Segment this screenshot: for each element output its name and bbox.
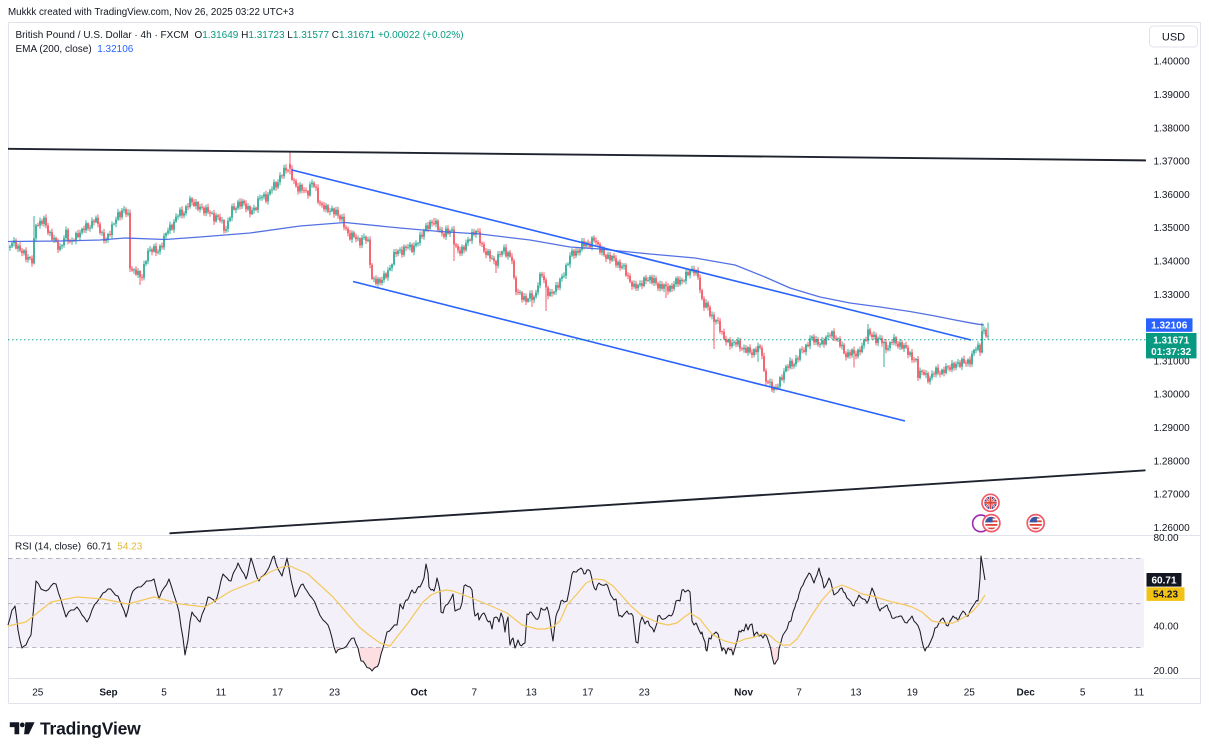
svg-text:1.39000: 1.39000 (1154, 90, 1191, 101)
svg-text:1.34000: 1.34000 (1154, 257, 1191, 268)
svg-text:Nov: Nov (734, 688, 753, 699)
svg-text:17: 17 (582, 688, 594, 699)
svg-text:Oct: Oct (410, 688, 427, 699)
svg-text:TradingView: TradingView (40, 719, 141, 739)
svg-text:11: 11 (1134, 688, 1145, 699)
svg-text:7: 7 (472, 688, 478, 699)
svg-text:RSI (14, close) 60.71 54.23: RSI (14, close) 60.71 54.23 (15, 542, 143, 553)
svg-text:13: 13 (850, 688, 862, 699)
svg-text:13: 13 (526, 688, 538, 699)
svg-text:1.35000: 1.35000 (1154, 223, 1191, 234)
svg-text:Dec: Dec (1017, 688, 1036, 699)
svg-text:1.30000: 1.30000 (1154, 390, 1191, 401)
svg-text:1.38000: 1.38000 (1154, 123, 1191, 134)
svg-text:1.31000: 1.31000 (1154, 356, 1191, 367)
svg-text:25: 25 (32, 688, 44, 699)
svg-text:01:37:32: 01:37:32 (1151, 347, 1191, 358)
svg-text:1.31671: 1.31671 (1153, 336, 1190, 347)
svg-text:23: 23 (329, 688, 341, 699)
svg-text:1.33000: 1.33000 (1154, 290, 1191, 301)
svg-text:1.27000: 1.27000 (1154, 490, 1191, 501)
svg-text:1.28000: 1.28000 (1154, 456, 1191, 467)
svg-text:60.71: 60.71 (1151, 575, 1176, 586)
svg-text:25: 25 (964, 688, 976, 699)
svg-text:USD: USD (1162, 32, 1185, 44)
svg-text:23: 23 (639, 688, 651, 699)
svg-text:7: 7 (796, 688, 802, 699)
svg-text:40.00: 40.00 (1154, 621, 1179, 632)
svg-text:11: 11 (216, 688, 227, 699)
svg-text:Sep: Sep (99, 688, 117, 699)
svg-text:1.26000: 1.26000 (1154, 523, 1191, 534)
svg-text:19: 19 (907, 688, 919, 699)
svg-text:British Pound / U.S. Dollar ·: British Pound / U.S. Dollar · 4h · FXCM … (16, 30, 464, 41)
svg-text:1.29000: 1.29000 (1154, 423, 1191, 434)
svg-text:20.00: 20.00 (1154, 666, 1179, 677)
svg-text:17: 17 (272, 688, 284, 699)
svg-text:EMA (200, close) 1.32106: EMA (200, close) 1.32106 (16, 44, 134, 55)
svg-text:Mukkk created with TradingView: Mukkk created with TradingView.com, Nov … (8, 7, 295, 18)
svg-text:1.32106: 1.32106 (1151, 321, 1188, 332)
svg-text:5: 5 (1080, 688, 1086, 699)
svg-text:1.36000: 1.36000 (1154, 190, 1191, 201)
svg-text:80.00: 80.00 (1154, 533, 1179, 544)
svg-text:1.40000: 1.40000 (1154, 57, 1191, 68)
svg-text:5: 5 (161, 688, 167, 699)
svg-text:1.37000: 1.37000 (1154, 157, 1191, 168)
svg-text:54.23: 54.23 (1153, 590, 1178, 601)
